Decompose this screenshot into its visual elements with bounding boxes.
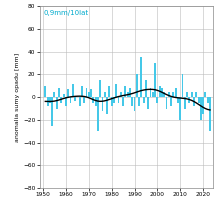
Text: 0,9mm/10lat: 0,9mm/10lat [43,10,88,16]
Bar [124,86,126,97]
Bar [145,80,147,97]
Bar [188,97,190,103]
Bar [44,86,46,97]
Y-axis label: anomalia sumy opadu [mm]: anomalia sumy opadu [mm] [15,53,20,142]
Bar [51,97,53,126]
Bar [179,97,181,120]
Bar [129,88,131,97]
Bar [74,97,76,101]
Bar [86,88,88,97]
Bar [127,92,129,97]
Bar [83,97,85,103]
Bar [207,97,209,103]
Bar [108,86,110,97]
Bar [140,57,142,97]
Bar [70,97,72,103]
Bar [47,97,49,106]
Bar [177,97,179,103]
Bar [193,97,195,106]
Bar [152,92,154,97]
Bar [111,97,113,106]
Bar [172,92,174,97]
Bar [161,88,163,97]
Bar [182,74,183,97]
Bar [53,92,55,97]
Bar [56,97,58,108]
Bar [117,97,119,103]
Bar [195,92,197,97]
Bar [168,92,170,97]
Bar [143,97,145,103]
Bar [138,97,140,106]
Bar [92,97,94,103]
Bar [159,86,161,97]
Bar [97,97,99,131]
Bar [58,88,60,97]
Bar [198,97,200,103]
Bar [104,92,106,97]
Bar [136,74,138,97]
Bar [115,84,117,97]
Bar [150,88,152,97]
Bar [67,89,69,97]
Bar [65,97,67,106]
Bar [170,97,172,106]
Bar [202,97,204,114]
Bar [95,97,97,106]
Bar [72,84,74,97]
Bar [122,97,124,106]
Bar [101,97,103,111]
Bar [156,97,158,103]
Bar [99,80,101,97]
Bar [134,97,136,111]
Bar [88,92,90,97]
Bar [165,97,167,108]
Bar [184,97,186,108]
Bar [175,88,177,97]
Bar [60,97,62,103]
Bar [200,97,202,120]
Bar [79,97,81,106]
Bar [90,89,92,97]
Bar [209,97,211,131]
Bar [204,92,206,97]
Bar [63,94,65,97]
Bar [131,97,133,106]
Bar [120,92,122,97]
Bar [81,86,83,97]
Bar [191,92,193,97]
Bar [113,97,115,103]
Bar [147,97,149,108]
Bar [163,92,165,97]
Bar [106,97,108,114]
Bar [49,97,51,103]
Bar [154,63,156,97]
Bar [186,92,188,97]
